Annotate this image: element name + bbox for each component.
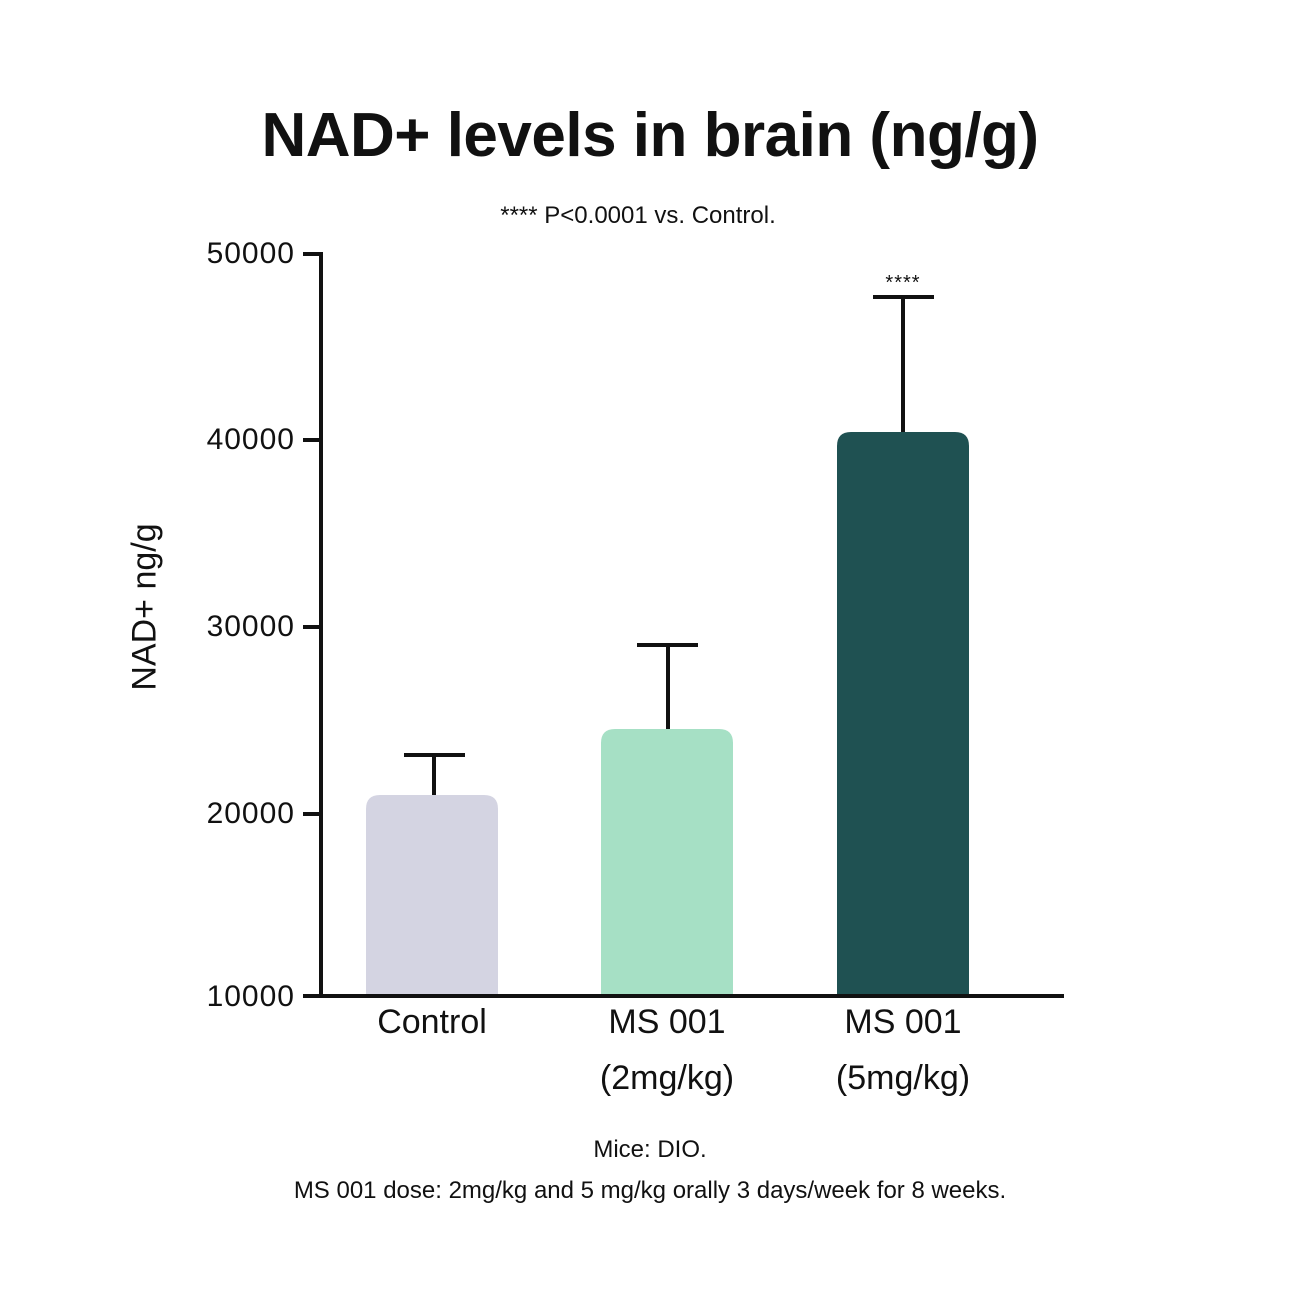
x-label-line1: Control bbox=[377, 1003, 487, 1041]
footnote-mice: Mice: DIO. bbox=[593, 1136, 707, 1163]
bar-ms001-2mg bbox=[601, 729, 733, 996]
x-label-line2: (5mg/kg) bbox=[835, 1059, 971, 1097]
x-label-line1: MS 001 bbox=[608, 1003, 726, 1041]
significance-marker: **** bbox=[885, 272, 921, 294]
x-label-control: Control bbox=[312, 994, 552, 1050]
footnote-dose: MS 001 dose: 2mg/kg and 5 mg/kg orally 3… bbox=[293, 1177, 1007, 1204]
bar-ms001-5mg bbox=[837, 432, 969, 996]
bar-control bbox=[366, 795, 498, 996]
y-tick-label: 10000 bbox=[206, 980, 295, 1013]
chart-subtitle: **** P<0.0001 vs. Control. bbox=[500, 202, 776, 229]
x-label-line2: (2mg/kg) bbox=[599, 1059, 735, 1097]
x-label-ms001-2mg: MS 001 (2mg/kg) bbox=[547, 994, 787, 1106]
error-bar-control bbox=[404, 753, 465, 795]
y-tick-label: 40000 bbox=[206, 423, 295, 456]
error-bar-ms001-5mg bbox=[873, 295, 934, 432]
y-tick-label: 50000 bbox=[206, 237, 295, 270]
y-tick-label: 20000 bbox=[206, 797, 295, 830]
error-bar-ms001-2mg bbox=[637, 643, 698, 729]
chart-title: NAD+ levels in brain (ng/g) bbox=[261, 101, 1039, 170]
y-tick-label: 30000 bbox=[206, 610, 295, 643]
x-label-line1: MS 001 bbox=[844, 1003, 962, 1041]
x-label-ms001-5mg: MS 001 (5mg/kg) bbox=[783, 994, 1023, 1106]
y-axis bbox=[303, 252, 323, 998]
